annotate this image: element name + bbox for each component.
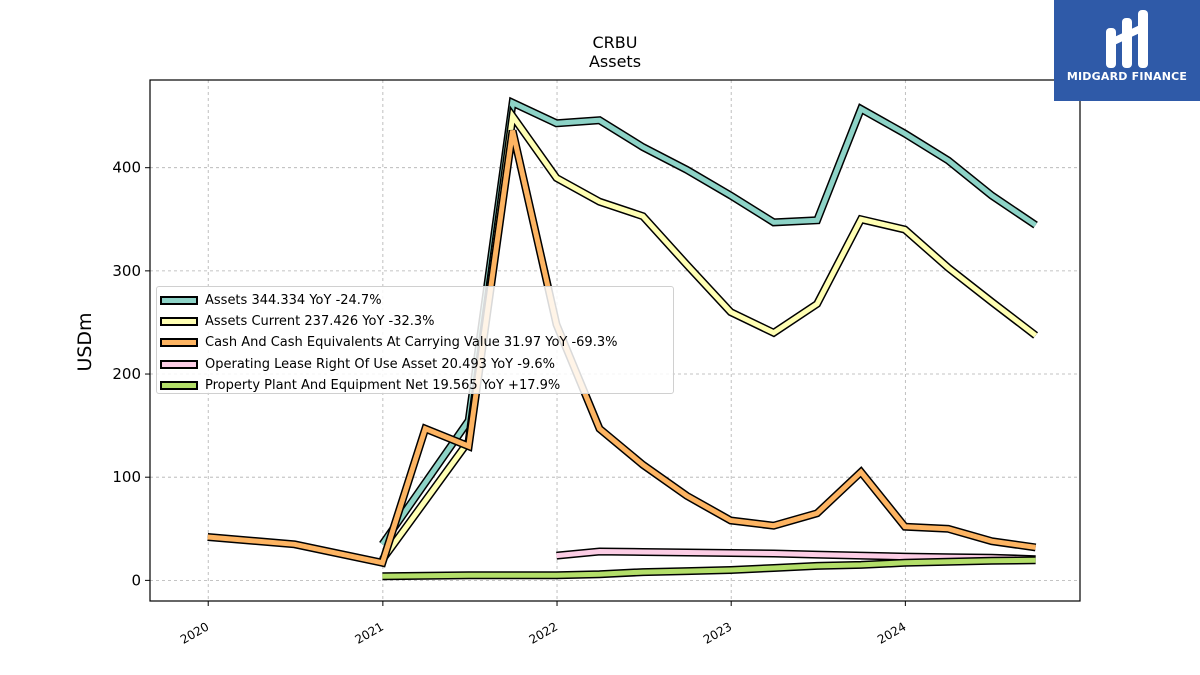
chart-subtitle: Assets — [589, 52, 641, 71]
series-line — [380, 109, 1038, 562]
logo-icon — [1106, 10, 1148, 68]
logo-text: MIDGARD FINANCE — [1066, 70, 1188, 83]
legend-label: Assets Current 237.426 YoY -32.3% — [205, 314, 435, 330]
series-2 — [379, 105, 1039, 563]
series-line — [556, 548, 1036, 562]
x-tick-label: 2020 — [178, 619, 211, 646]
legend-item: Cash And Cash Equivalents At Carrying Va… — [160, 332, 673, 353]
legend: Assets 344.334 YoY -24.7% Assets Current … — [156, 286, 674, 394]
legend-swatch — [160, 380, 198, 390]
series-5 — [382, 556, 1036, 581]
axes: 0 100 200 300 400 2020 2021 2022 2023 2024 — [112, 79, 1081, 647]
legend-item: Operating Lease Right Of Use Asset 20.49… — [160, 354, 673, 375]
legend-item: Assets 344.334 YoY -24.7% — [160, 290, 673, 311]
legend-label: Operating Lease Right Of Use Asset 20.49… — [205, 356, 555, 372]
y-tick-label: 0 — [131, 571, 141, 589]
legend-swatch — [160, 296, 198, 306]
x-tick-label: 2021 — [353, 619, 386, 646]
x-tick-label: 2024 — [875, 619, 908, 646]
legend-swatch — [160, 317, 198, 327]
x-tick-label: 2022 — [527, 619, 560, 646]
series-line — [207, 130, 1036, 566]
y-tick-label: 100 — [112, 468, 141, 486]
series-line — [380, 98, 1037, 546]
legend-label: Assets 344.334 YoY -24.7% — [205, 293, 382, 309]
midgard-finance-logo: MIDGARD FINANCE — [1054, 0, 1200, 101]
y-tick-label: 200 — [112, 365, 141, 383]
legend-item: Assets Current 237.426 YoY -32.3% — [160, 311, 673, 332]
y-tick-label: 300 — [112, 262, 141, 280]
legend-label: Cash And Cash Equivalents At Carrying Va… — [205, 335, 618, 351]
legend-label: Property Plant And Equipment Net 19.565 … — [205, 377, 561, 393]
legend-swatch — [160, 359, 198, 369]
series-3 — [207, 129, 1037, 568]
chart-title: CRBU — [593, 33, 638, 52]
series-lines — [207, 96, 1039, 581]
y-tick-label: 400 — [112, 159, 141, 177]
series-4 — [556, 547, 1036, 564]
series-line — [382, 557, 1036, 579]
plot-frame — [149, 79, 1081, 602]
legend-item: Property Plant And Equipment Net 19.565 … — [160, 375, 673, 396]
series-1 — [379, 96, 1038, 547]
legend-swatch — [160, 338, 198, 348]
x-tick-label: 2023 — [701, 619, 734, 646]
y-axis-label: USDm — [74, 312, 96, 371]
